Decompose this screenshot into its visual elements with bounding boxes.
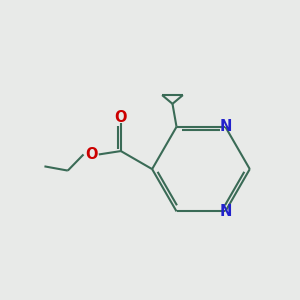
Text: N: N bbox=[219, 204, 232, 219]
Text: O: O bbox=[115, 110, 127, 124]
Text: O: O bbox=[85, 147, 98, 162]
Text: N: N bbox=[219, 119, 232, 134]
